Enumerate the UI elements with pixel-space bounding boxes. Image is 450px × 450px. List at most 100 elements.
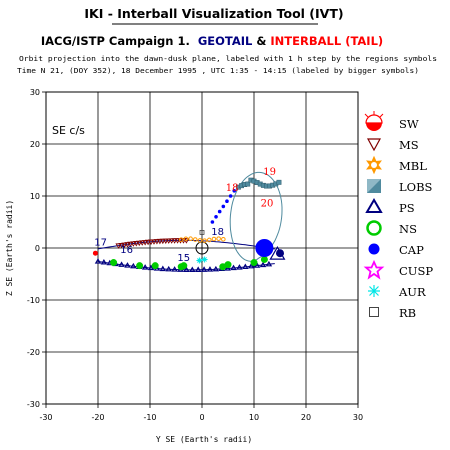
ps-marker (165, 265, 172, 272)
geotail-hour-label: 15 (177, 253, 190, 264)
y-tick-label: 30 (30, 88, 40, 97)
ps-marker (159, 265, 167, 272)
interball-hour-label: 20 (261, 198, 274, 209)
legend-item-sw: SW (364, 111, 419, 131)
ps-marker (194, 266, 202, 272)
ns-marker (250, 259, 258, 267)
ps-marker (183, 266, 190, 272)
ps-marker (124, 262, 131, 268)
legend-symbol-aur (368, 285, 380, 297)
ps-marker (242, 263, 249, 270)
y-tick-label: -20 (27, 348, 40, 357)
interball-orbit (229, 171, 283, 262)
grid-lines (42, 91, 359, 408)
x-tick-label: 0 (199, 413, 204, 422)
legend-label-aur: AUR (398, 285, 426, 299)
x-axis-label: Y SE (Earth's radii) (156, 435, 252, 444)
y-tick-label: 20 (30, 140, 40, 149)
legend-symbol-ms (366, 138, 382, 152)
y-tick-label: -30 (27, 400, 40, 409)
legend-label-lobs: LOBS (399, 180, 433, 194)
legend-label-cap: CAP (399, 243, 424, 257)
interball-hour-label: 19 (263, 167, 276, 178)
campaign-label: IACG/ISTP Campaign 1. (41, 34, 190, 48)
legend-symbol-ps (365, 198, 383, 213)
legend-symbol-lobs-shade (367, 179, 381, 193)
amp-label: & (256, 34, 266, 48)
legend-symbol-rb (369, 307, 379, 317)
ps-marker (118, 261, 125, 267)
rb-marker (199, 229, 205, 235)
y-axis-label: Z SE (Earth's radii) (5, 200, 14, 296)
legend-label-cusp: CUSP (399, 264, 433, 278)
legend-item-cap: CAP (368, 243, 424, 257)
mbl-marker (202, 238, 207, 243)
legend-symbol-sw-ray3 (379, 113, 384, 118)
aur-marker (196, 257, 203, 264)
legend-symbol-sw-fill (366, 123, 382, 131)
ps-marker-large-fill (276, 249, 284, 258)
ns-marker (136, 262, 144, 270)
ps-marker (130, 262, 137, 269)
region-legend: SW MS MBL LOBS PS NS CAP CUSP AUR RB (363, 111, 433, 320)
cap-marker (214, 215, 218, 219)
lobs-marker (276, 179, 282, 185)
x-tick-label: 20 (301, 413, 311, 422)
ms-marker (115, 243, 122, 249)
legend-label-sw: SW (399, 117, 419, 131)
ps-marker (206, 266, 214, 272)
cap-marker (225, 199, 229, 203)
orbit-plot: -30 -20 -10 0 10 20 30 -30 -20 -10 0 10 20 30 SE c/s… (27, 88, 363, 422)
legend-item-rb: RB (369, 306, 416, 320)
ns-marker (224, 261, 232, 269)
mbl-marker (221, 236, 226, 242)
geotail-hour-label: 16 (120, 245, 133, 256)
sw-marker (92, 250, 98, 256)
campaign-line: IACG/ISTP Campaign 1. GEOTAIL & INTERBALL (… (41, 34, 383, 48)
y-tick-label: 0 (35, 244, 40, 253)
cap-marker (232, 189, 237, 193)
ps-marker (100, 258, 108, 265)
legend-item-ns: NS (366, 220, 417, 236)
legend-item-ms: MS (366, 138, 419, 152)
aur-marker (201, 256, 208, 263)
hour-labels: 17 16 15 18 19 18 20 (94, 167, 276, 264)
legend-label-ps: PS (399, 201, 415, 215)
x-tick-label: 10 (249, 413, 259, 422)
mbl-marker (188, 236, 193, 242)
legend-item-lobs: LOBS (367, 179, 433, 194)
ps-marker (189, 266, 196, 273)
legend-label-ms: MS (399, 138, 419, 152)
ps-marker (247, 262, 255, 269)
y-tick-label: -10 (27, 296, 40, 305)
mbl-marker (211, 236, 217, 242)
ns-marker (151, 262, 159, 270)
ps-marker (236, 264, 243, 270)
geotail-hour-label: 18 (211, 227, 224, 238)
cap-marker (210, 220, 215, 224)
legend-symbol-ns (366, 220, 382, 236)
ps-marker (230, 264, 237, 271)
cap-marker (217, 209, 222, 214)
legend-symbol-cap (368, 243, 380, 255)
legend-symbol-mbl-center (371, 162, 377, 168)
geotail-hour-label: 17 (94, 237, 107, 248)
mbl-marker (178, 237, 184, 242)
ns-marker (260, 255, 268, 263)
interball-hour-label: 18 (226, 183, 239, 194)
ps-marker (147, 264, 155, 271)
geotail-label: GEOTAIL (198, 34, 253, 48)
x-tick-label: 30 (353, 413, 363, 422)
ps-marker (259, 261, 267, 268)
x-tick-label: -10 (143, 413, 156, 422)
legend-symbol-sw-ray2 (364, 113, 369, 118)
ns-marker (180, 262, 188, 270)
ps-marker (141, 264, 149, 270)
lobs-marker (245, 181, 251, 187)
ps-marker (200, 266, 208, 272)
legend-label-rb: RB (399, 306, 416, 320)
interball-label: INTERBALL (TAIL) (270, 34, 383, 48)
legend-item-mbl: MBL (366, 155, 427, 175)
cap-marker (228, 194, 233, 198)
